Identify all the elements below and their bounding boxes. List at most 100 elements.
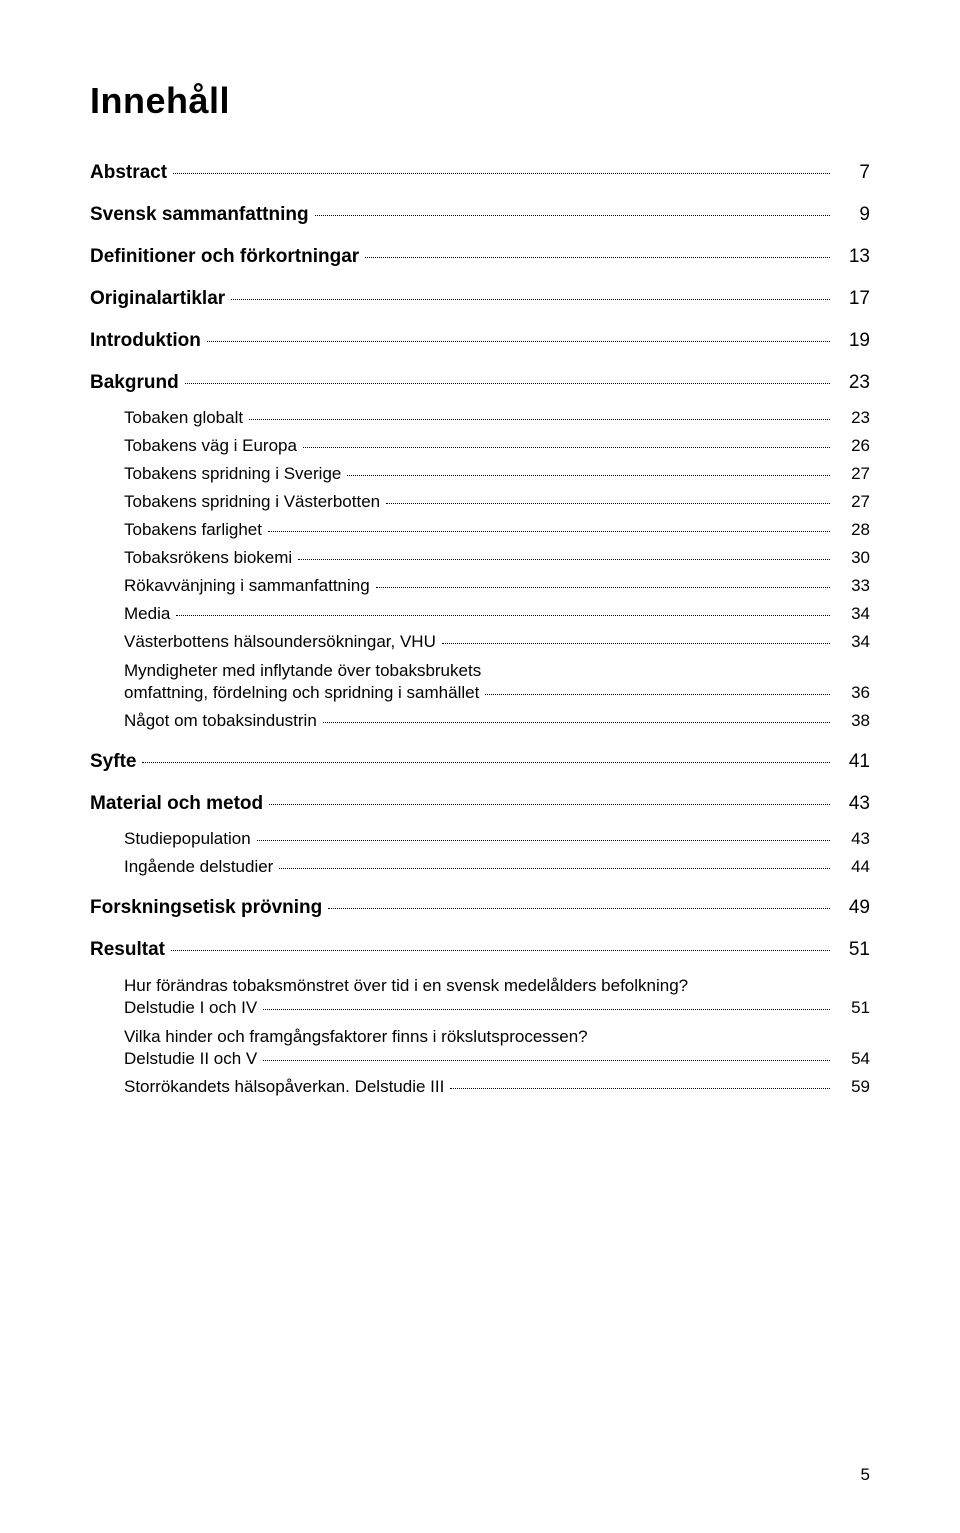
toc-row: Tobakens väg i Europa 26 xyxy=(90,436,870,456)
toc-label: Svensk sammanfattning xyxy=(90,204,309,226)
toc-label: Storrökandets hälsopåverkan. Delstudie I… xyxy=(124,1077,444,1097)
toc-page: 27 xyxy=(836,492,870,512)
toc-page: 27 xyxy=(836,464,870,484)
toc-row: Abstract 7 xyxy=(90,162,870,184)
toc-leader xyxy=(442,643,830,644)
toc-label: Tobakens väg i Europa xyxy=(124,436,297,456)
toc-page: 28 xyxy=(836,520,870,540)
toc-leader xyxy=(263,1009,830,1010)
toc-page: 23 xyxy=(836,372,870,394)
toc-row: Material och metod 43 xyxy=(90,793,870,815)
toc-label: Definitioner och förkortningar xyxy=(90,246,359,268)
toc-page: 26 xyxy=(836,436,870,456)
toc-row: Forskningsetisk prövning49 xyxy=(90,897,870,919)
toc-leader xyxy=(376,587,830,588)
toc-row: Tobakens spridning i Västerbotten27 xyxy=(90,492,870,512)
toc-leader xyxy=(257,840,830,841)
toc-label: Tobakens spridning i Sverige xyxy=(124,464,341,484)
toc-row: Bakgrund 23 xyxy=(90,372,870,394)
toc-leader xyxy=(207,341,830,342)
toc-row: Tobaken globalt23 xyxy=(90,408,870,428)
toc-row: Syfte 41 xyxy=(90,751,870,773)
toc-leader xyxy=(328,908,830,909)
toc-row: Definitioner och förkortningar 13 xyxy=(90,246,870,268)
toc-row: Studiepopulation 43 xyxy=(90,829,870,849)
toc-page: 43 xyxy=(836,829,870,849)
toc-row: Delstudie II och V 54 xyxy=(90,1049,870,1069)
toc-page: 17 xyxy=(836,288,870,310)
toc-row: Tobakens spridning i Sverige 27 xyxy=(90,464,870,484)
toc-row: Tobakens farlighet 28 xyxy=(90,520,870,540)
toc-leader xyxy=(268,531,830,532)
page-number: 5 xyxy=(861,1465,870,1485)
toc-page: 34 xyxy=(836,632,870,652)
toc-leader xyxy=(279,868,830,869)
toc-leader xyxy=(298,559,830,560)
toc-row: omfattning, fördelning och spridning i s… xyxy=(90,683,870,703)
toc-row: Originalartiklar 17 xyxy=(90,288,870,310)
toc-row: Delstudie I och IV 51 xyxy=(90,998,870,1018)
toc-page: 51 xyxy=(836,939,870,961)
toc-leader xyxy=(315,215,830,216)
toc-page: 34 xyxy=(836,604,870,624)
toc-row: Något om tobaksindustrin 38 xyxy=(90,711,870,731)
toc-label: Tobaken globalt xyxy=(124,408,243,428)
toc-label: Media xyxy=(124,604,170,624)
toc-desc: Hur förändras tobaksmönstret över tid i … xyxy=(90,975,870,998)
toc-label: Tobakens farlighet xyxy=(124,520,262,540)
toc-label: Delstudie II och V xyxy=(124,1049,257,1069)
toc-page: 7 xyxy=(836,162,870,184)
toc-page: 54 xyxy=(836,1049,870,1069)
toc-desc: Myndigheter med inflytande över tobaksbr… xyxy=(90,660,870,683)
toc-desc: Vilka hinder och framgångsfaktorer finns… xyxy=(90,1026,870,1049)
toc-page: 44 xyxy=(836,857,870,877)
toc-leader xyxy=(231,299,830,300)
toc-page: 43 xyxy=(836,793,870,815)
toc-leader xyxy=(450,1088,830,1089)
toc-leader xyxy=(323,722,830,723)
toc-leader xyxy=(171,950,830,951)
toc-label: Originalartiklar xyxy=(90,288,225,310)
toc-leader xyxy=(185,383,830,384)
toc-row: Storrökandets hälsopåverkan. Delstudie I… xyxy=(90,1077,870,1097)
toc-label: Introduktion xyxy=(90,330,201,352)
toc-leader xyxy=(386,503,830,504)
toc-leader xyxy=(485,694,830,695)
toc-page: 9 xyxy=(836,204,870,226)
toc-page: 13 xyxy=(836,246,870,268)
toc-page: 30 xyxy=(836,548,870,568)
toc-label: Ingående delstudier xyxy=(124,857,273,877)
toc-page: 36 xyxy=(836,683,870,703)
toc-label: Studiepopulation xyxy=(124,829,251,849)
toc-label: Delstudie I och IV xyxy=(124,998,257,1018)
toc-page: 33 xyxy=(836,576,870,596)
toc-label: Något om tobaksindustrin xyxy=(124,711,317,731)
toc-row: Ingående delstudier 44 xyxy=(90,857,870,877)
toc-page: 59 xyxy=(836,1077,870,1097)
toc-page: 41 xyxy=(836,751,870,773)
toc-label: Rökavvänjning i sammanfattning xyxy=(124,576,370,596)
toc-leader xyxy=(176,615,830,616)
toc-label: Bakgrund xyxy=(90,372,179,394)
toc-leader xyxy=(269,804,830,805)
toc-page: 38 xyxy=(836,711,870,731)
toc-label: Syfte xyxy=(90,751,136,773)
toc-label: Resultat xyxy=(90,939,165,961)
toc-label: Material och metod xyxy=(90,793,263,815)
toc-leader xyxy=(173,173,830,174)
toc-row: Tobaksrökens biokemi30 xyxy=(90,548,870,568)
toc-page: 49 xyxy=(836,897,870,919)
toc-page: 51 xyxy=(836,998,870,1018)
toc-row: Rökavvänjning i sammanfattning 33 xyxy=(90,576,870,596)
toc-label: Abstract xyxy=(90,162,167,184)
toc-label: Västerbottens hälsoundersökningar, VHU xyxy=(124,632,436,652)
toc-leader xyxy=(249,419,830,420)
toc-row: Media 34 xyxy=(90,604,870,624)
toc-title: Innehåll xyxy=(90,80,870,122)
toc-row: Svensk sammanfattning 9 xyxy=(90,204,870,226)
toc-leader xyxy=(347,475,830,476)
toc-label: omfattning, fördelning och spridning i s… xyxy=(124,683,479,703)
toc-page: 19 xyxy=(836,330,870,352)
toc-leader xyxy=(365,257,830,258)
toc-row: Introduktion 19 xyxy=(90,330,870,352)
